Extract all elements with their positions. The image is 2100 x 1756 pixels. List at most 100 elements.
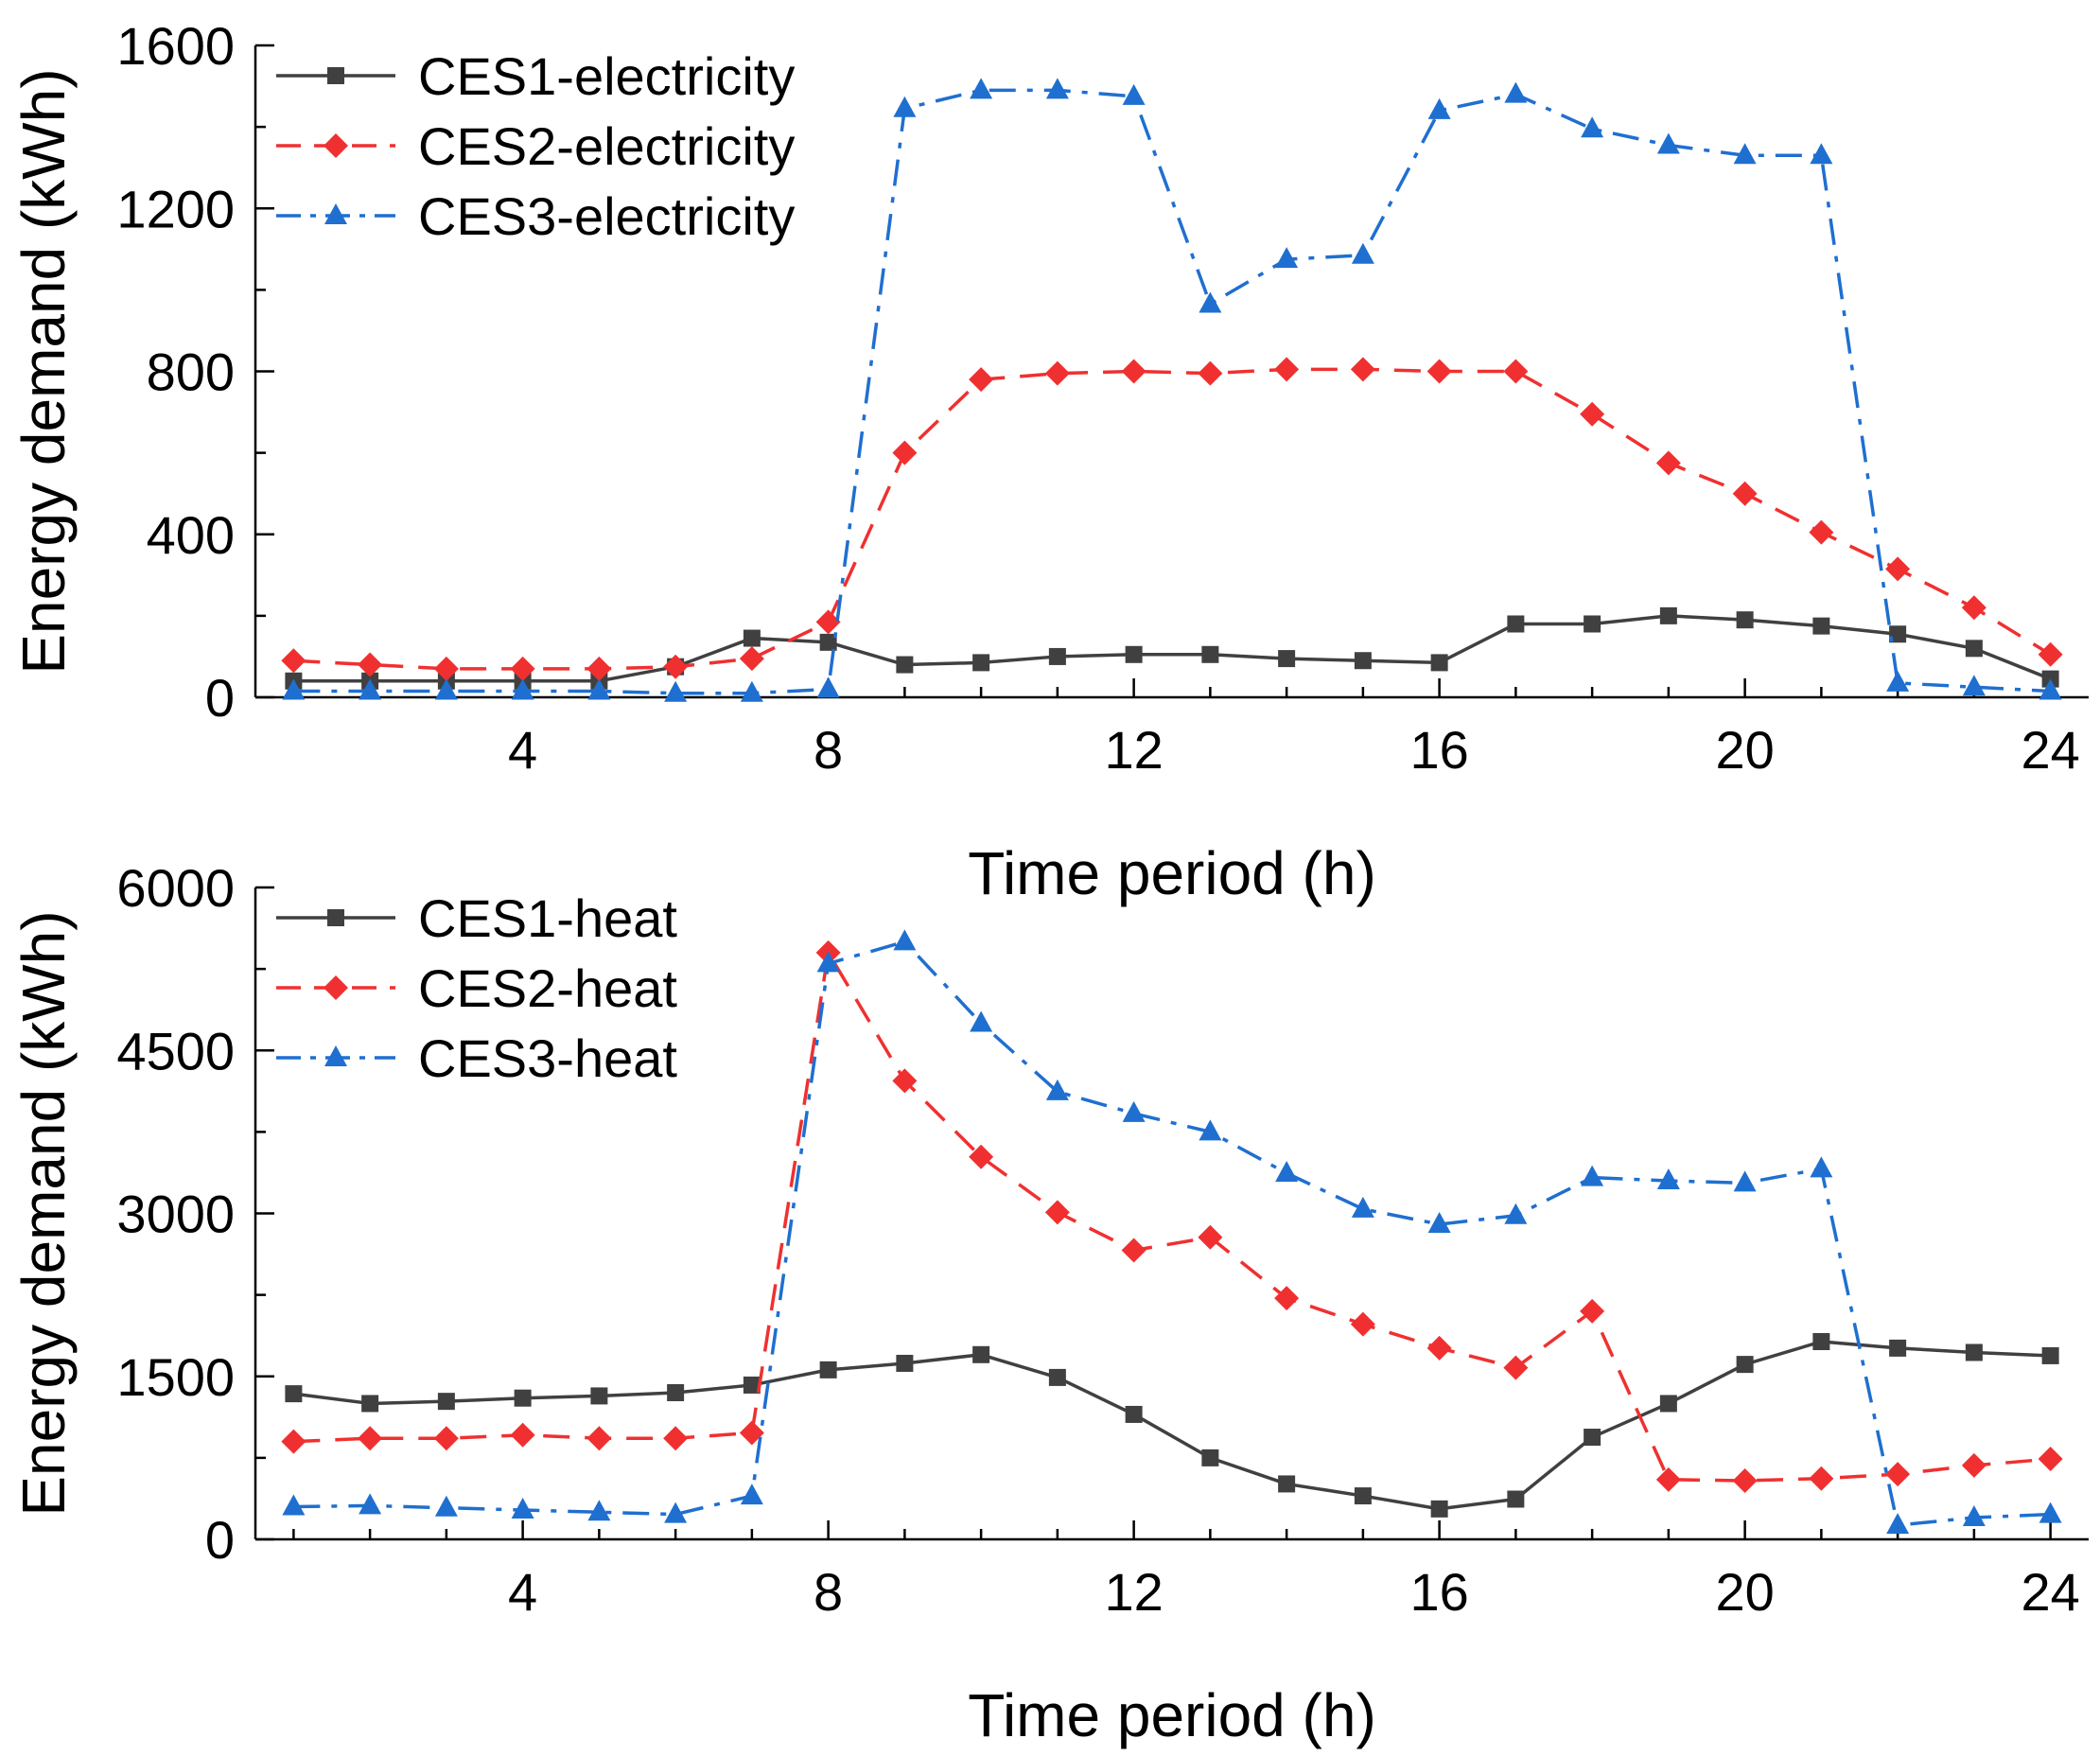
legend-label: CES3-heat <box>418 1028 677 1088</box>
data-point <box>1812 617 1830 635</box>
data-point <box>1426 359 1452 384</box>
data-point <box>285 1385 303 1403</box>
data-point <box>586 656 612 681</box>
data-point <box>1655 1466 1681 1492</box>
data-point <box>896 1354 914 1372</box>
data-point <box>816 951 840 973</box>
data-point <box>1507 1490 1525 1508</box>
y-tick-label: 1600 <box>116 16 235 76</box>
data-point <box>1198 1224 1223 1250</box>
data-point <box>1201 1449 1219 1466</box>
data-point <box>969 367 994 393</box>
series-CES2-heat <box>281 939 2063 1493</box>
data-point <box>1199 291 1222 313</box>
data-point <box>282 678 306 700</box>
data-point <box>1121 1238 1146 1263</box>
heat-chart-panel: 4 8 12 16 20 24 0 1500 3000 4500 6000 Time period (… <box>9 858 2089 1749</box>
legend-item: CES1-electricity <box>276 46 795 106</box>
data-point <box>1885 556 1911 582</box>
data-point <box>590 1387 608 1405</box>
legend-item: CES2-heat <box>276 958 677 1018</box>
data-point <box>511 1497 534 1519</box>
data-point <box>1201 645 1219 663</box>
legend-label: CES1-heat <box>418 888 677 948</box>
data-point <box>587 678 611 700</box>
data-point <box>663 654 689 679</box>
y-axis-title: Energy demand (kWh) <box>9 910 78 1516</box>
data-point <box>972 654 990 672</box>
data-point <box>1503 359 1529 384</box>
data-point <box>1275 247 1299 269</box>
x-tick-label: 24 <box>2021 720 2079 780</box>
series-line <box>293 367 2052 671</box>
data-point <box>743 1376 761 1394</box>
data-point <box>1426 1335 1452 1361</box>
data-point <box>1961 1452 1986 1478</box>
data-point <box>1351 1196 1374 1218</box>
legend-label: CES2-electricity <box>418 116 795 176</box>
data-point <box>1427 1211 1451 1233</box>
y-tick-label: 800 <box>147 342 235 402</box>
data-point <box>1278 1475 1296 1493</box>
data-point <box>433 1426 459 1451</box>
data-point <box>1430 654 1448 672</box>
data-point <box>361 1395 379 1413</box>
data-point <box>1886 1513 1910 1535</box>
data-point <box>510 1422 535 1448</box>
legend-marker <box>324 133 348 158</box>
data-point <box>510 656 535 681</box>
data-point <box>893 929 917 951</box>
data-point <box>1350 1311 1375 1337</box>
data-point <box>281 648 306 674</box>
data-point <box>1427 97 1451 119</box>
data-point <box>1656 1168 1680 1190</box>
data-point <box>1962 675 1986 696</box>
legend-label: CES1-electricity <box>418 46 795 106</box>
x-tick-label: 16 <box>1409 720 1468 780</box>
data-point <box>1580 401 1605 427</box>
legend-label: CES2-heat <box>418 958 677 1018</box>
data-point <box>1886 670 1910 692</box>
legend-item: CES3-electricity <box>276 186 795 246</box>
data-point <box>1354 652 1372 670</box>
data-point <box>1962 1505 1986 1527</box>
data-point <box>1655 450 1681 476</box>
data-point <box>2039 678 2062 700</box>
data-point <box>663 1426 689 1451</box>
data-point <box>2039 1501 2062 1523</box>
x-axis-title: Time period (h) <box>968 1681 1376 1749</box>
data-point <box>1430 1500 1448 1518</box>
data-point <box>282 1494 306 1516</box>
data-point <box>434 678 458 700</box>
electricity-chart-panel: 4 8 12 16 20 24 0 400 800 1200 1600 Time period (h)… <box>9 16 2089 907</box>
data-point <box>739 1420 764 1446</box>
data-point <box>892 440 918 465</box>
series-line <box>293 951 2051 1483</box>
x-tick-label: 16 <box>1409 1562 1468 1622</box>
data-point <box>743 629 761 647</box>
data-point <box>1659 606 1677 624</box>
legend-item: CES1-heat <box>276 888 677 948</box>
data-point <box>1736 611 1754 629</box>
data-point <box>1965 1343 1983 1361</box>
data-point <box>740 680 763 702</box>
data-point <box>1885 1462 1911 1487</box>
series-line <box>293 88 2051 695</box>
data-point <box>815 609 841 635</box>
data-point <box>970 78 993 99</box>
series-CES3-heat <box>282 929 2062 1535</box>
data-point <box>358 1426 383 1451</box>
data-point <box>1507 615 1525 633</box>
legend-marker <box>324 203 347 224</box>
data-point <box>1584 615 1601 633</box>
legend-item: CES3-heat <box>276 1028 677 1088</box>
data-point <box>816 676 840 698</box>
data-point <box>664 1501 688 1523</box>
x-tick-label: 8 <box>814 720 843 780</box>
legend: CES1-heat CES2-heat CES3-heat <box>276 888 677 1088</box>
legend-marker <box>327 909 344 926</box>
y-axis-title: Energy demand (kWh) <box>9 68 78 674</box>
data-point <box>1504 1203 1528 1224</box>
data-point <box>1732 481 1758 506</box>
data-point <box>1810 143 1833 165</box>
